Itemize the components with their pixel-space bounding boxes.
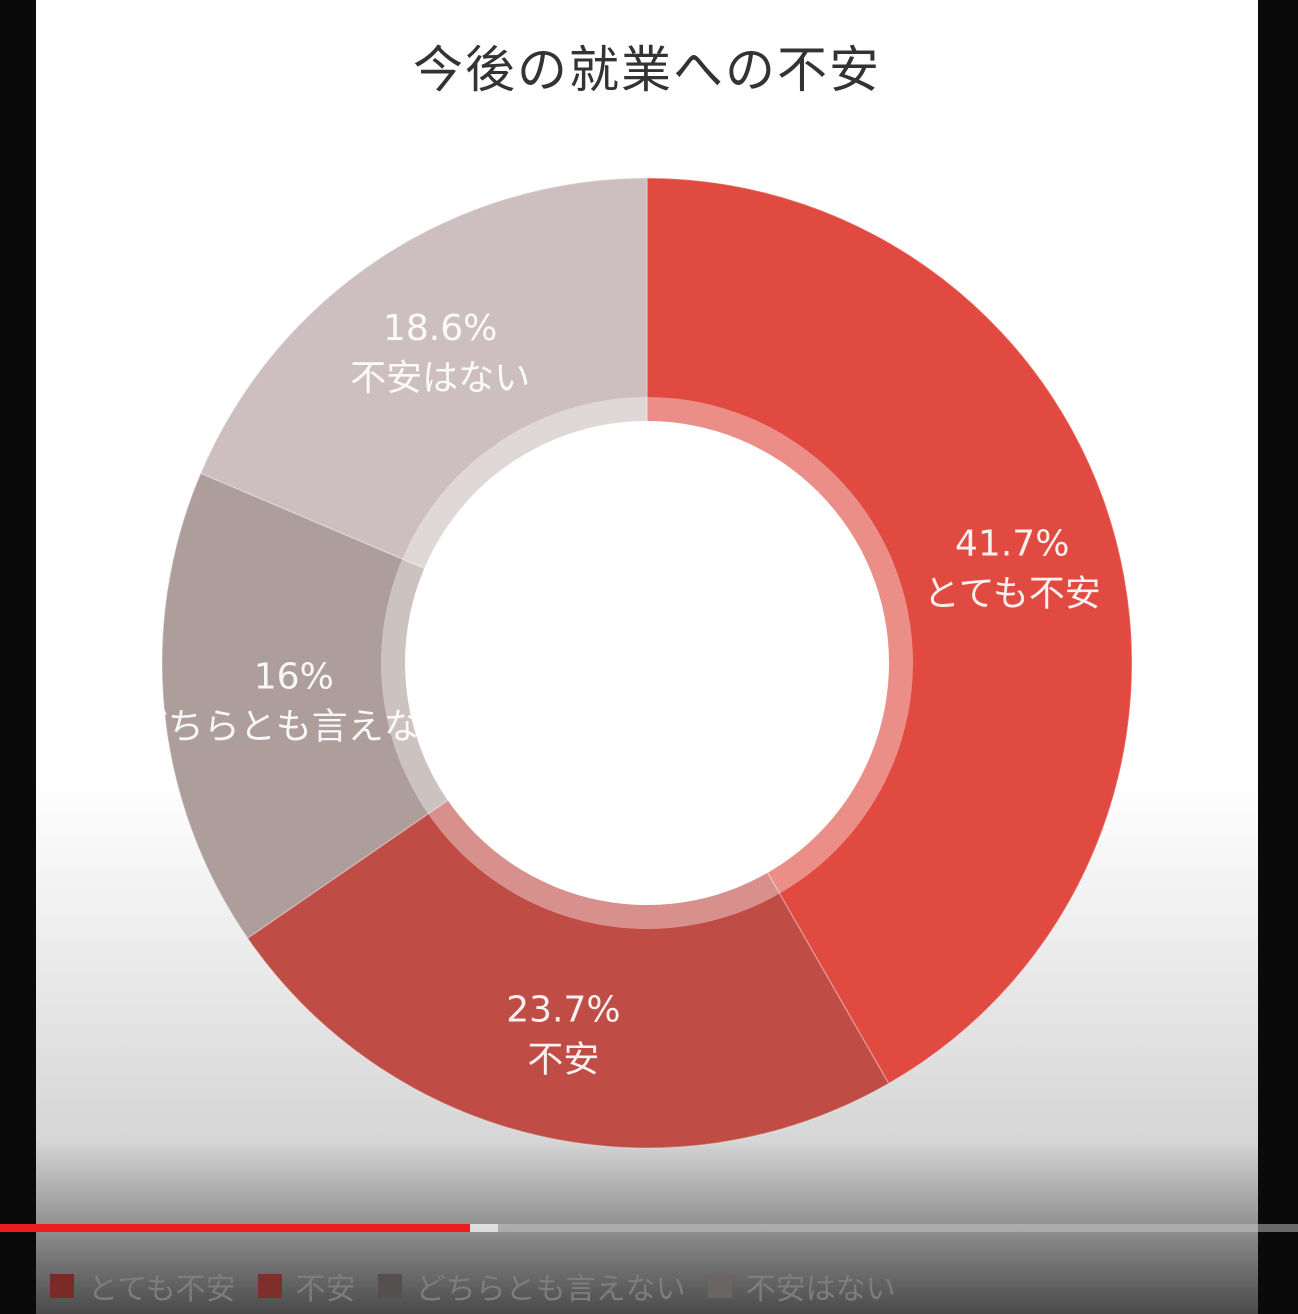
legend-swatch [257, 1274, 282, 1298]
progress-played [0, 1224, 470, 1232]
slice-value-label: 41.7% [955, 524, 1069, 565]
legend-item: どちらとも言えない [377, 1264, 686, 1308]
donut-chart: 41.7% とても不安 23.7% 不安 16% どちらとも言えない 18.6% 不安はない [132, 177, 1133, 1149]
video-progress-bar[interactable] [0, 1224, 1298, 1232]
chart-title: 今後の就業への不安 [413, 41, 881, 99]
donut-hole [405, 421, 889, 905]
slice-category-label: どちらとも言えない [132, 707, 456, 748]
slice-category-label: 不安はない [350, 358, 530, 399]
legend-label: どちらとも言えない [415, 1272, 686, 1307]
legend-item: 不安 [257, 1264, 356, 1308]
legend-label: 不安はない [745, 1272, 896, 1307]
legend-swatch [50, 1274, 74, 1298]
chart-legend: とても不安 不安 どちらとも言えない 不安はない [50, 1262, 896, 1310]
slice-value-label: 23.7% [506, 990, 620, 1031]
slice-value-label: 18.6% [383, 308, 497, 349]
slice-category-label: とても不安 [924, 574, 1101, 615]
legend-label: とても不安 [88, 1272, 236, 1307]
slice-category-label: 不安 [527, 1040, 599, 1081]
donut-slice [246, 661, 890, 1149]
donut-slice [161, 472, 649, 940]
legend-label: 不安 [295, 1272, 356, 1307]
legend-swatch [377, 1274, 402, 1298]
legend-swatch [707, 1274, 732, 1298]
video-frame[interactable]: 今後の就業への不安 41.7% とても不安 23.7% 不安 16% どちらとも言えない 1… [36, 0, 1258, 1314]
legend-item: とても不安 [50, 1264, 236, 1308]
legend-item: 不安はない [707, 1264, 896, 1308]
slice-value-label: 16% [254, 657, 334, 698]
